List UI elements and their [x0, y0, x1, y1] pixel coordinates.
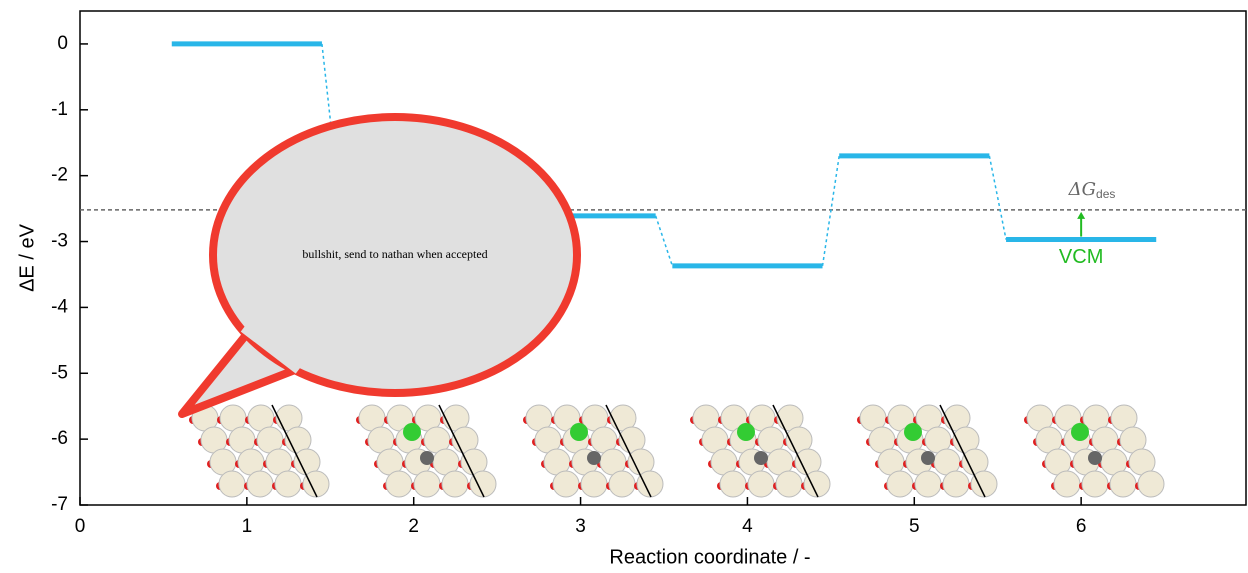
atom: [1081, 470, 1109, 498]
atom: [886, 470, 914, 498]
atom: [580, 470, 608, 498]
delta-g-sub: des: [1096, 187, 1115, 201]
vcm-label: VCM: [1059, 246, 1103, 268]
atom: [469, 470, 497, 498]
atom: [1088, 451, 1102, 465]
atom: [246, 470, 274, 498]
x-tick-label: 5: [909, 516, 920, 537]
atom: [904, 423, 922, 441]
connector: [988, 155, 1007, 240]
y-tick-label: -5: [51, 362, 68, 383]
atom: [385, 470, 413, 498]
delta-g-label: ΔGdes: [1068, 179, 1116, 201]
x-axis-label: Reaction coordinate / -: [609, 546, 810, 568]
atom: [803, 470, 831, 498]
atom: [1071, 423, 1089, 441]
atom: [1109, 470, 1137, 498]
x-tick-label: 4: [742, 516, 753, 537]
callout-join: [240, 320, 305, 374]
callout: bullshit, send to nathan when accepted: [178, 113, 581, 418]
separator: [605, 404, 652, 498]
atom: [636, 470, 664, 498]
atom: [737, 423, 755, 441]
atom: [719, 470, 747, 498]
atom: [218, 470, 246, 498]
atom: [420, 451, 434, 465]
connector: [821, 155, 840, 267]
atom: [274, 470, 302, 498]
y-axis-label: ΔE / eV: [16, 223, 38, 291]
atom: [302, 470, 330, 498]
y-tick-label: -1: [51, 99, 68, 120]
atom: [921, 451, 935, 465]
y-tick-label: -6: [51, 428, 68, 449]
separator: [438, 404, 485, 498]
y-tick-label: 0: [57, 33, 68, 54]
separator: [939, 404, 986, 498]
y-tick-label: -2: [51, 165, 68, 186]
vcm-arrowhead: [1077, 211, 1086, 219]
x-tick-label: 2: [408, 516, 419, 537]
y-tick-label: -4: [51, 296, 68, 317]
atom: [570, 423, 588, 441]
atom: [914, 470, 942, 498]
callout-text: bullshit, send to nathan when accepted: [302, 247, 487, 261]
x-tick-label: 3: [575, 516, 586, 537]
callout-bubble: [209, 113, 581, 397]
atom: [413, 470, 441, 498]
delta-g-main: ΔG: [1068, 179, 1096, 200]
atom: [608, 470, 636, 498]
atom: [587, 451, 601, 465]
y-tick-label: -7: [51, 494, 68, 515]
atom: [552, 470, 580, 498]
plot-frame: [79, 10, 1247, 506]
x-tick-label: 6: [1076, 516, 1087, 537]
atom: [403, 423, 421, 441]
atom: [1053, 470, 1081, 498]
atom: [747, 470, 775, 498]
atom: [775, 470, 803, 498]
connector: [654, 215, 674, 267]
x-tick-label: 0: [75, 516, 86, 537]
atom: [970, 470, 998, 498]
separator: [772, 404, 819, 498]
atom: [754, 451, 768, 465]
x-tick-label: 1: [242, 516, 253, 537]
atom: [942, 470, 970, 498]
structures: [189, 404, 1165, 498]
atom: [1137, 470, 1165, 498]
y-tick-label: -3: [51, 231, 68, 252]
atom: [441, 470, 469, 498]
separator: [271, 404, 318, 498]
